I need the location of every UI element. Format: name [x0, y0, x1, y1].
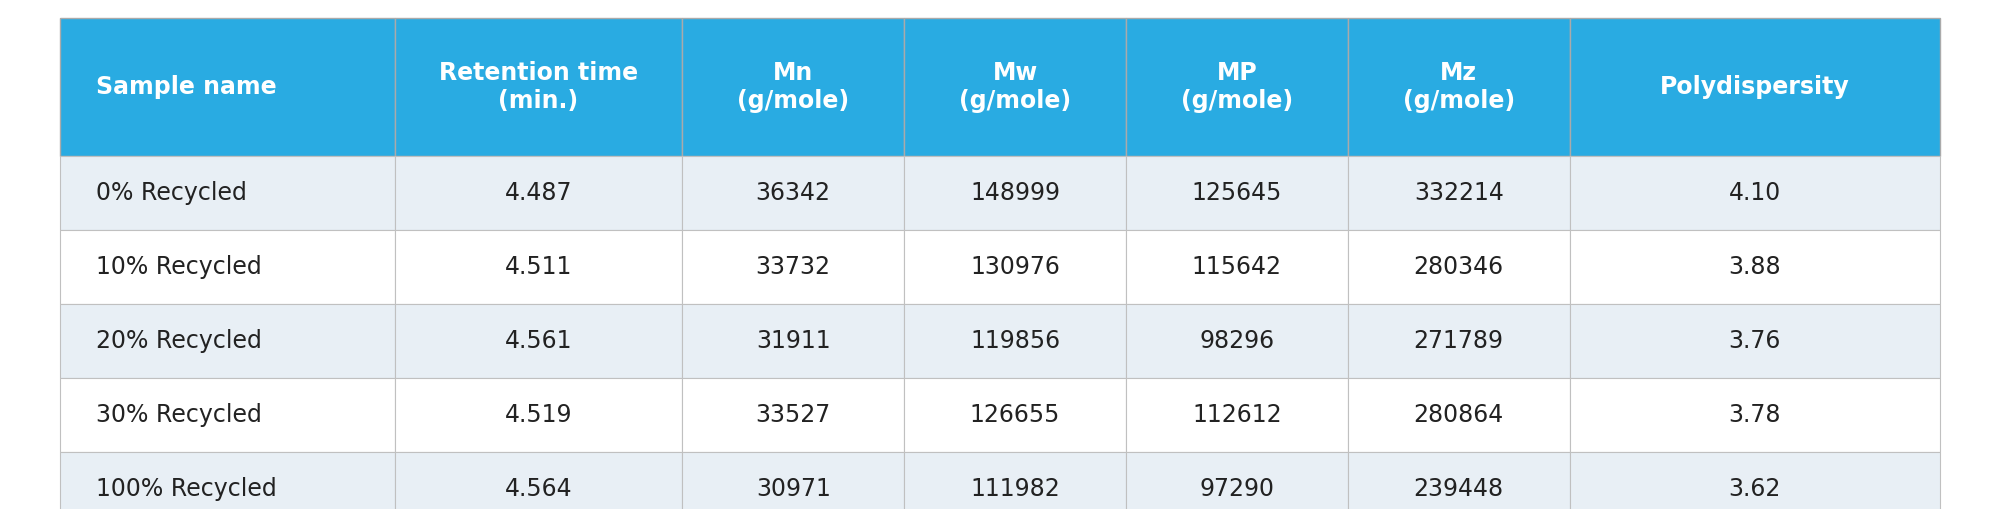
Text: 148999: 148999 — [970, 181, 1060, 205]
Text: 130976: 130976 — [970, 255, 1060, 279]
Text: 4.564: 4.564 — [504, 477, 572, 501]
Bar — [60, 378, 394, 452]
Text: 0% Recycled: 0% Recycled — [96, 181, 246, 205]
Bar — [60, 156, 394, 230]
Bar — [394, 156, 682, 230]
Bar — [394, 304, 682, 378]
Text: 111982: 111982 — [970, 477, 1060, 501]
Bar — [1348, 230, 1570, 304]
Text: 280864: 280864 — [1414, 403, 1504, 427]
Text: 119856: 119856 — [970, 329, 1060, 353]
Bar — [394, 230, 682, 304]
Bar — [682, 18, 904, 156]
Bar — [1348, 156, 1570, 230]
Text: 115642: 115642 — [1192, 255, 1282, 279]
Bar — [682, 156, 904, 230]
Text: 10% Recycled: 10% Recycled — [96, 255, 262, 279]
Bar — [1126, 452, 1348, 509]
Text: 33527: 33527 — [756, 403, 830, 427]
Text: 100% Recycled: 100% Recycled — [96, 477, 276, 501]
Text: 20% Recycled: 20% Recycled — [96, 329, 262, 353]
Bar — [1570, 156, 1940, 230]
Text: 3.76: 3.76 — [1728, 329, 1782, 353]
Bar — [1348, 304, 1570, 378]
Bar — [1348, 18, 1570, 156]
Bar — [904, 378, 1126, 452]
Text: 33732: 33732 — [756, 255, 830, 279]
Bar — [1348, 452, 1570, 509]
Text: 271789: 271789 — [1414, 329, 1504, 353]
Text: 3.88: 3.88 — [1728, 255, 1782, 279]
Bar — [60, 304, 394, 378]
Text: Mz
(g/mole): Mz (g/mole) — [1402, 61, 1514, 113]
Bar — [1126, 378, 1348, 452]
Bar — [682, 452, 904, 509]
Bar — [1126, 18, 1348, 156]
Bar — [682, 304, 904, 378]
Text: 4.511: 4.511 — [504, 255, 572, 279]
Text: 125645: 125645 — [1192, 181, 1282, 205]
Bar — [1570, 230, 1940, 304]
Bar — [682, 230, 904, 304]
Text: Mn
(g/mole): Mn (g/mole) — [738, 61, 850, 113]
Bar — [1570, 18, 1940, 156]
Text: 332214: 332214 — [1414, 181, 1504, 205]
Text: 112612: 112612 — [1192, 403, 1282, 427]
Text: Polydispersity: Polydispersity — [1660, 75, 1850, 99]
Text: 4.561: 4.561 — [504, 329, 572, 353]
Bar — [1348, 378, 1570, 452]
Text: 3.62: 3.62 — [1728, 477, 1782, 501]
Bar — [904, 452, 1126, 509]
Bar — [394, 378, 682, 452]
Bar — [60, 230, 394, 304]
Bar — [1126, 230, 1348, 304]
Bar — [1570, 452, 1940, 509]
Text: 97290: 97290 — [1200, 477, 1274, 501]
Bar — [1126, 304, 1348, 378]
Text: 4.487: 4.487 — [504, 181, 572, 205]
Bar — [904, 230, 1126, 304]
Bar — [1570, 378, 1940, 452]
Bar — [904, 304, 1126, 378]
Text: 280346: 280346 — [1414, 255, 1504, 279]
Text: 4.519: 4.519 — [504, 403, 572, 427]
Bar — [682, 378, 904, 452]
Bar — [60, 452, 394, 509]
Bar — [904, 156, 1126, 230]
Text: 98296: 98296 — [1200, 329, 1274, 353]
Text: MP
(g/mole): MP (g/mole) — [1180, 61, 1292, 113]
Bar — [394, 452, 682, 509]
Bar — [904, 18, 1126, 156]
Text: 30% Recycled: 30% Recycled — [96, 403, 262, 427]
Bar — [60, 18, 394, 156]
Text: 126655: 126655 — [970, 403, 1060, 427]
Text: Mw
(g/mole): Mw (g/mole) — [958, 61, 1072, 113]
Text: 239448: 239448 — [1414, 477, 1504, 501]
Bar — [1570, 304, 1940, 378]
Text: 31911: 31911 — [756, 329, 830, 353]
Bar — [1126, 156, 1348, 230]
Bar — [394, 18, 682, 156]
Text: Retention time
(min.): Retention time (min.) — [438, 61, 638, 113]
Text: 30971: 30971 — [756, 477, 830, 501]
Text: 4.10: 4.10 — [1728, 181, 1780, 205]
Text: Sample name: Sample name — [96, 75, 276, 99]
Text: 3.78: 3.78 — [1728, 403, 1782, 427]
Text: 36342: 36342 — [756, 181, 830, 205]
